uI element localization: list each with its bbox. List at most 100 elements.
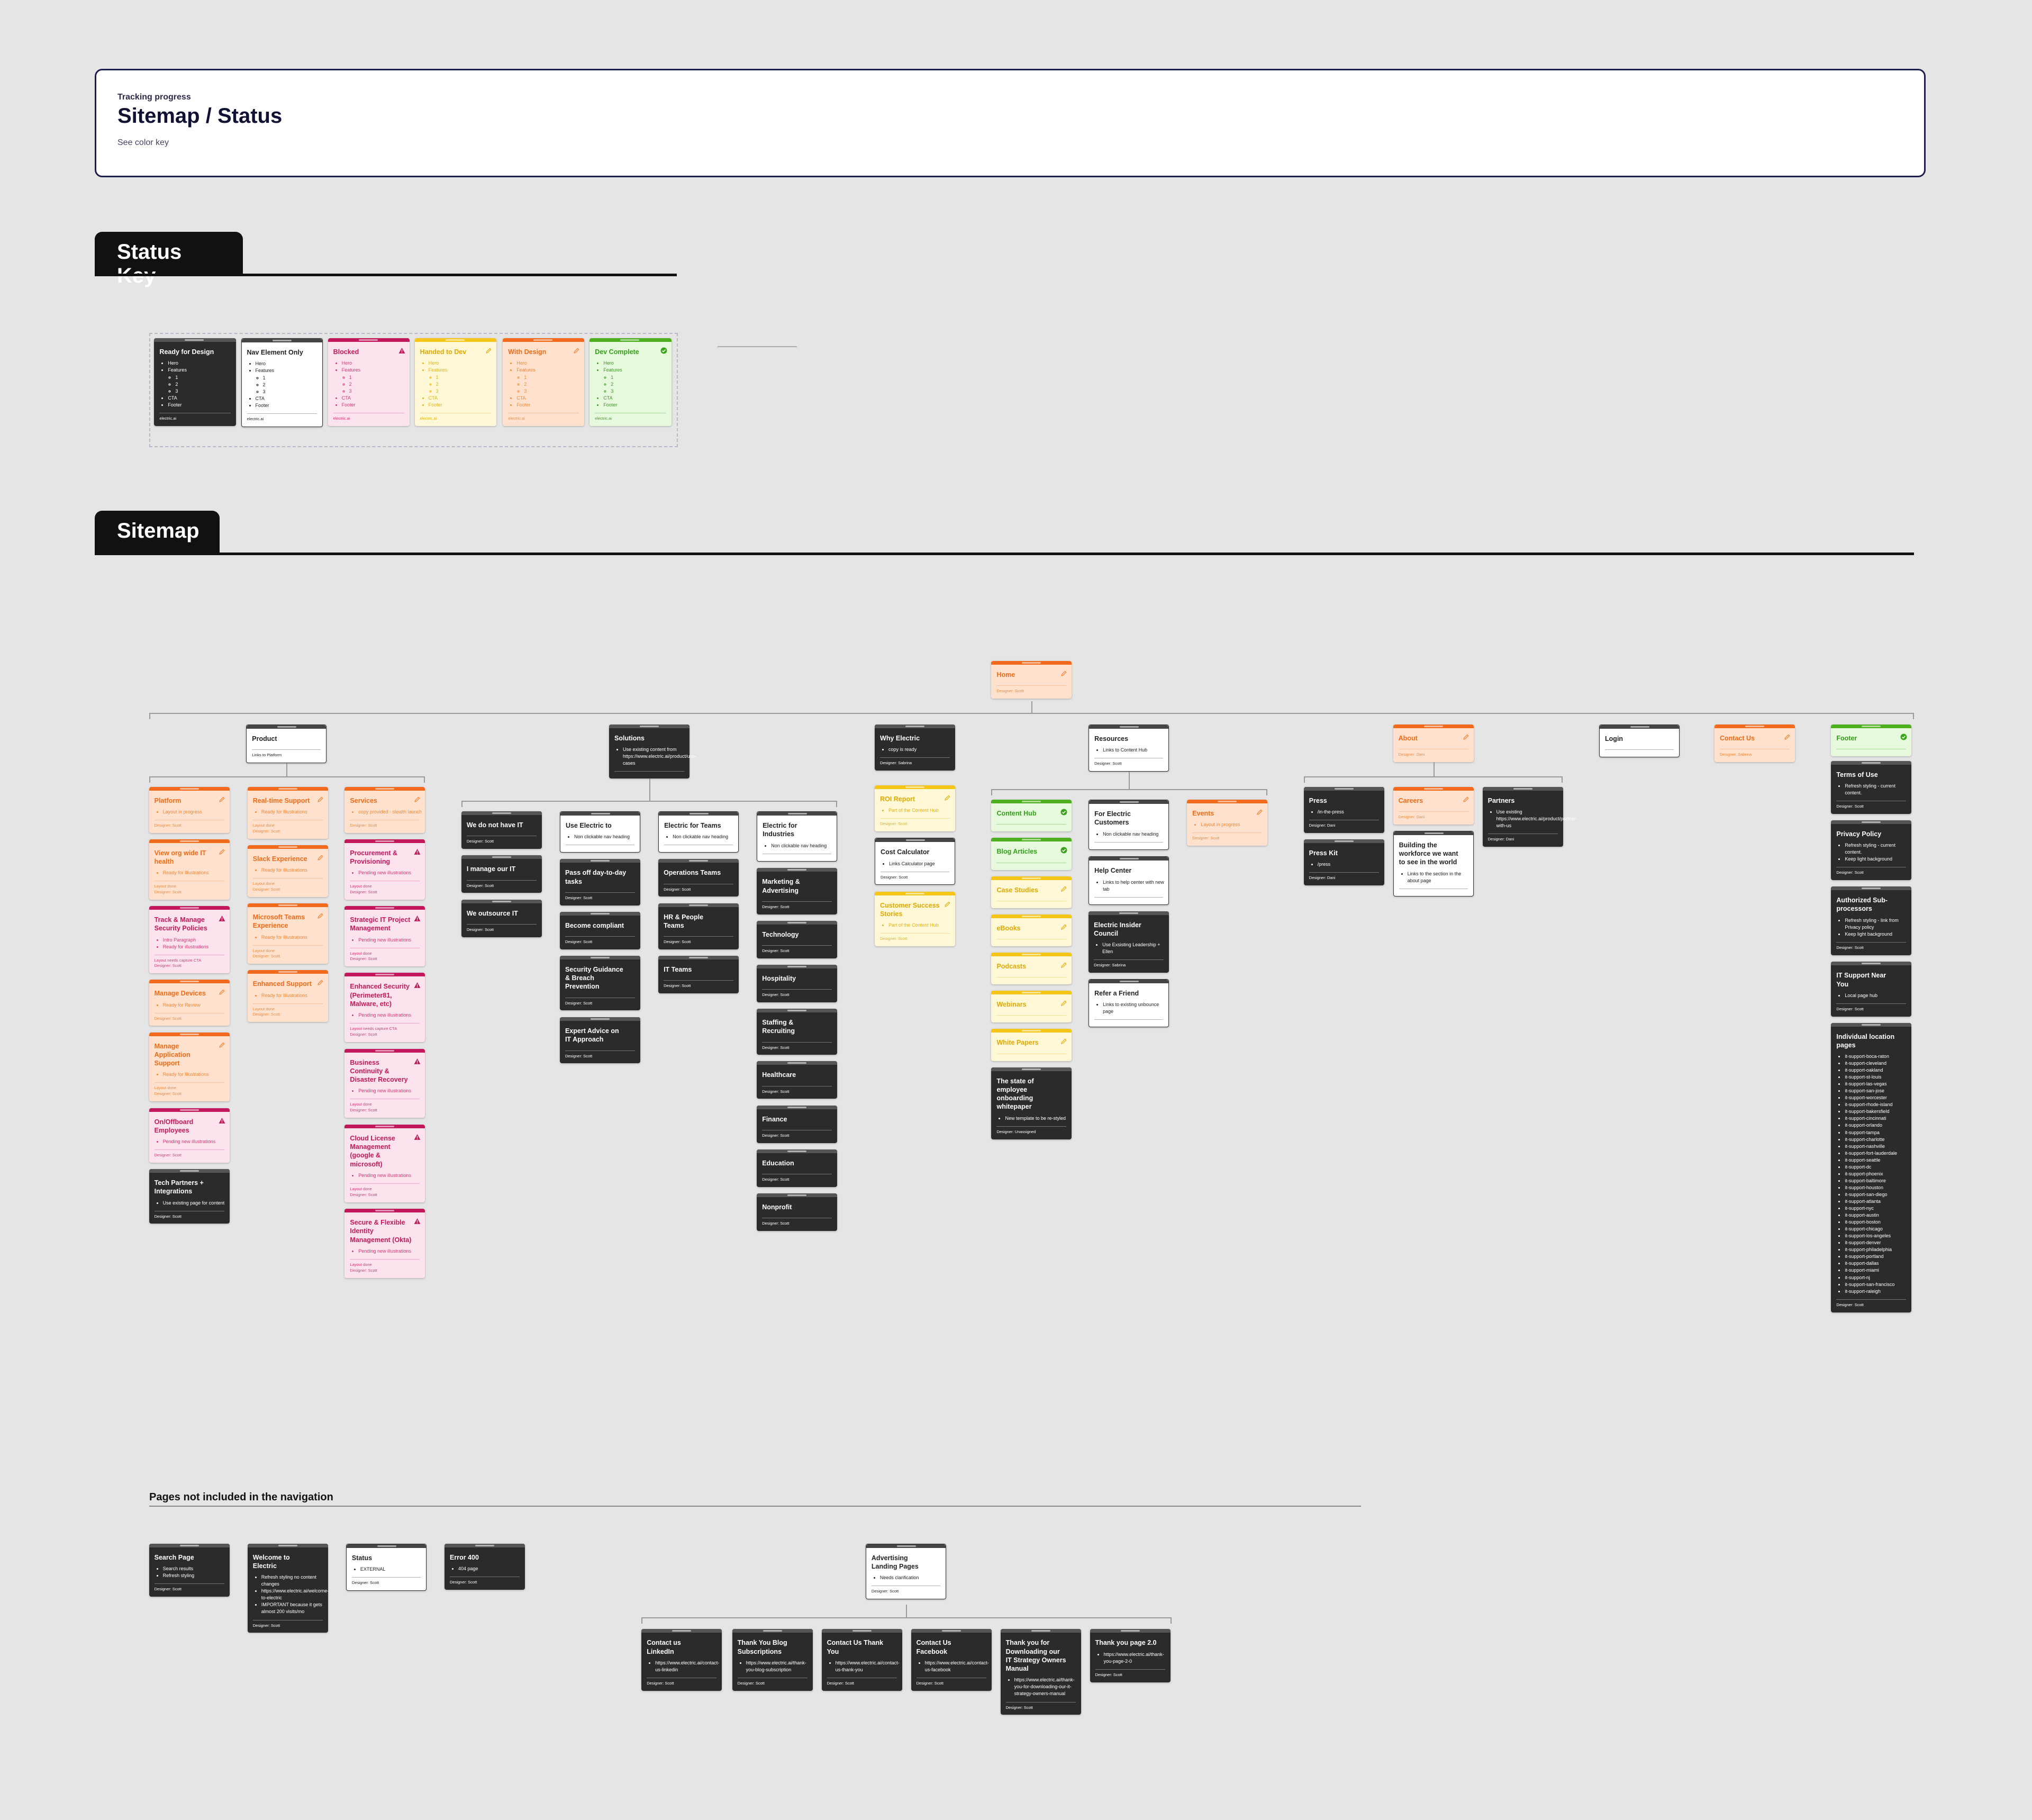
card-title: Staffing & Recruiting [762,1019,795,1035]
card-meta: Designer: Scott [252,954,280,959]
note: it-support-houston [1845,1184,1911,1191]
status-bar [1393,831,1473,835]
card-meta: Designer: Unassigned [996,1129,1036,1134]
card-meta: Layout done [252,881,275,886]
note: 404 page [458,1565,525,1572]
note: it-support-raleigh [1845,1288,1911,1295]
card-meta: electric.ai [508,415,525,421]
card-meta: Designer: Scott [466,839,494,844]
page-card: Podcasts [991,953,1072,985]
status-bar [659,812,739,816]
note: https://www.electric.ai/contact-us-thank… [836,1660,902,1673]
separator [1836,1003,1907,1004]
subtitle[interactable]: See color key [117,138,169,147]
status-bar [1088,911,1169,915]
note-list: HeroFeatures123CTAFooter [503,360,584,408]
page-card: Dev Complete HeroFeatures123CTAFooter elec… [589,338,672,426]
note: it-support-nj [1845,1274,1911,1281]
note: Refresh styling - current content. [1845,842,1911,856]
card-title: Use Electric to [565,822,612,830]
note: Footer [342,402,410,409]
card-title: I manage our IT [466,865,516,873]
card-meta: Designer: Scott [154,1214,182,1219]
card-meta: Designer: Scott [350,956,377,962]
card-meta: Designer: Scott [762,992,790,998]
card-meta: Designer: Scott [1094,761,1122,766]
page-card: Become compliant Designer: Scott [559,911,640,949]
status-bar [149,1108,230,1112]
separator [466,880,537,881]
note-text: Features [428,367,448,373]
card-meta: electric.ai [247,416,264,421]
card-title: Cost Calculator [881,848,930,856]
card-title: Solutions [614,734,645,742]
status-bar [559,1017,640,1021]
status-icon [486,348,492,354]
status-bar [991,800,1072,804]
separator [565,936,635,937]
note-list: 123 [256,375,322,395]
card-meta: Designer: Scott [1836,803,1864,809]
card-meta: Designer: Scott [762,904,790,909]
card-meta: Layout done [252,948,275,953]
note: Pending new illustrations [358,937,425,944]
separator [996,824,1067,825]
page-card: Services copy provided - stealth launch De… [344,786,425,833]
card-meta: Designer: Scott [252,886,280,892]
note: Hero [516,360,584,367]
status-bar [1090,1629,1171,1633]
card-meta: Designer: Dani [1398,752,1425,757]
card-title: Services [350,796,377,804]
page-card: Electric Insider Council Use Exsisting Le… [1088,911,1169,973]
status-bar [149,1169,230,1173]
card-title: Manage Application Support [154,1042,190,1067]
card-title: Resources [1094,735,1129,743]
status-bar [149,1032,230,1036]
note-list: Ready for Illustrations [248,867,328,874]
card-meta: electric.ai [333,415,350,421]
note: Footer [603,402,671,409]
note: Pending new illustrations [358,1012,425,1019]
note-text: Features [168,367,187,373]
note-list: Links to the section in the about page [1394,871,1473,884]
separator [247,413,317,414]
status-icon [1061,1038,1067,1045]
status-icon [1061,847,1067,854]
card-title: ROI Report [880,795,915,803]
header-card: Tracking progress Sitemap / Status See c… [95,69,1926,177]
note-list: Ready for Illustrations [149,1071,230,1078]
note-list: https://www.electric.ai/contact-us-thank… [822,1660,902,1673]
page-card: Webinars [991,991,1072,1023]
separator [252,945,323,946]
note: Links to existing unbounce page [1103,1001,1168,1015]
page-card: Finance Designer: Scott [757,1105,838,1143]
page-card: Platform Layout in progress Designer: Scot… [149,786,230,833]
separator [1005,1701,1076,1703]
note-list: Pending new illustrations [344,1012,425,1019]
note-list: 123 [603,374,671,395]
card-title: Technology [762,930,799,938]
note: Layout in progress [163,809,230,816]
card-meta: Designer: Scott [565,1000,593,1006]
page-card: Partners Use existing https://www.electri… [1482,786,1577,847]
page-card: Electric for Industries Non clickable nav… [757,811,838,862]
card-title: Advertising Landing Pages [871,1554,919,1570]
status-bar [247,845,328,849]
note: Ready for illustrations [163,944,230,950]
status-icon [398,348,405,354]
separator [1836,1299,1907,1300]
note: 3 [611,388,671,395]
note: it-support-chicago [1845,1226,1911,1233]
page-card: Tech Partners + Integrations Use existing… [149,1169,230,1224]
card-meta: Designer: Dani [1487,836,1514,841]
page-card: Footer [1831,724,1912,757]
card-title: For Electric Customers [1094,810,1131,827]
connector [641,1617,1172,1624]
status-bar [658,955,739,959]
card-meta: Designer: Scott [154,1587,182,1592]
status-icon [1061,1000,1067,1006]
note-list: /in-the-press [1304,809,1384,816]
page-card: Building the workforce we want to see in… [1393,830,1474,897]
note-list: Links to existing unbounce page [1089,1001,1168,1015]
note-list: Refresh styling - current content. [1831,783,1911,796]
